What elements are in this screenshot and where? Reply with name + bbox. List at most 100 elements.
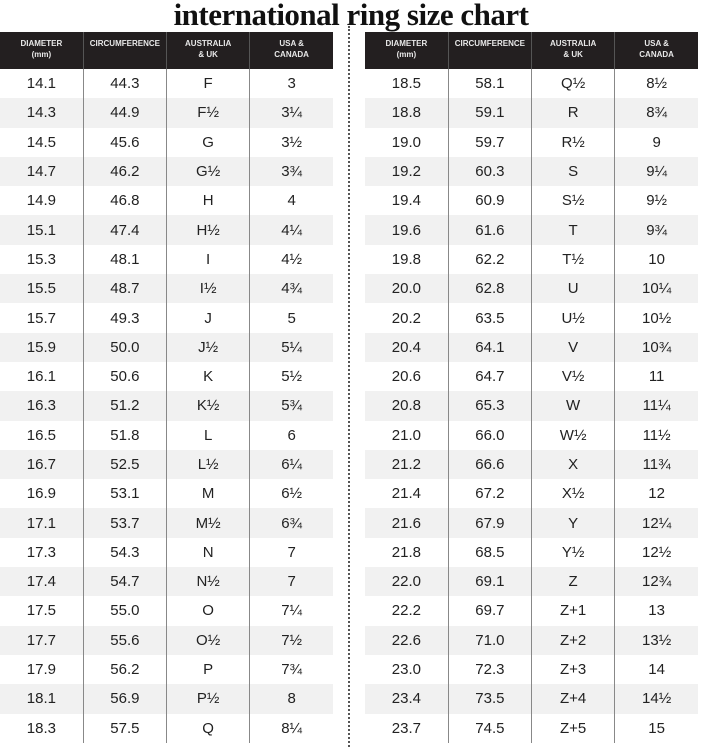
cell-australia-uk: O (165, 596, 250, 626)
cell-circumference: 59.1 (447, 98, 532, 128)
cell-diameter: 15.5 (0, 274, 84, 304)
table-row: 17.3 54.3 N 7 (0, 537, 333, 568)
cell-diameter: 15.3 (26, 250, 56, 268)
cell-circumference: 69.7 (447, 596, 532, 626)
cell-diameter: 21.8 (391, 543, 421, 561)
cell-diameter: 21.4 (391, 485, 421, 503)
cell-circumference: 64.1 (447, 332, 532, 362)
cell-usa-canada: 12 (614, 479, 698, 509)
cell-australia-uk: N (165, 537, 250, 568)
cell-circumference: 66.6 (447, 449, 532, 480)
cell-usa-canada: 14½ (614, 684, 698, 714)
cell-circumference: 47.4 (82, 215, 167, 245)
cell-australia-uk: N½ (165, 567, 250, 597)
cell-usa-canada: 3¼ (249, 98, 333, 128)
cell-usa-canada: 11¾ (614, 449, 698, 480)
cell-australia-uk: Q½ (530, 69, 615, 99)
cell-diameter: 16.3 (0, 391, 84, 421)
cell-circumference: 48.1 (82, 244, 167, 275)
cell-diameter: 20.0 (365, 274, 449, 304)
table-row: 18.8 59.1 R 8¾ (365, 98, 698, 128)
cell-australia-uk: S (530, 156, 615, 187)
cell-australia-uk: M (165, 479, 250, 509)
cell-usa-canada: 5½ (249, 361, 333, 392)
dotted-divider (348, 26, 350, 747)
cell-diameter: 14.1 (26, 75, 56, 93)
table-row: 20.2 63.5 U½ 10½ (365, 303, 698, 333)
cell-usa-canada: 6½ (249, 479, 333, 509)
cell-usa-canada: 8½ (614, 69, 698, 99)
header-line: & UK (198, 50, 218, 59)
cell-diameter: 22.6 (365, 625, 449, 655)
cell-usa-canada: 8¼ (249, 713, 333, 743)
cell-australia-uk: Z+4 (530, 684, 615, 714)
table-row: 16.5 51.8 L 6 (0, 420, 333, 450)
cell-usa-canada: 9½ (614, 186, 698, 216)
cell-usa-canada: 12¾ (614, 567, 698, 597)
cell-diameter: 16.1 (26, 368, 56, 386)
column-header-diameter: DIAMETER (mm) (0, 32, 84, 69)
cell-circumference: 60.3 (447, 156, 532, 187)
cell-circumference: 72.3 (447, 654, 532, 685)
cell-circumference: 74.5 (447, 713, 532, 743)
header-line: USA & (644, 39, 669, 48)
cell-australia-uk: M½ (165, 508, 250, 538)
cell-circumference: 66.0 (447, 420, 532, 450)
cell-circumference: 44.9 (82, 98, 167, 128)
cell-australia-uk: L (165, 420, 250, 450)
cell-australia-uk: W (530, 391, 615, 421)
column-header-circumference: CIRCUMFERENCE (447, 32, 532, 69)
cell-circumference: 56.9 (82, 684, 167, 714)
table-row: 18.3 57.5 Q 8¼ (0, 713, 333, 743)
cell-circumference: 58.1 (447, 69, 532, 99)
table-row: 14.3 44.9 F½ 3¼ (0, 98, 333, 128)
cell-usa-canada: 15 (614, 713, 698, 743)
table-row: 16.1 50.6 K 5½ (0, 361, 333, 392)
cell-australia-uk: F½ (165, 98, 250, 128)
table-row: 14.1 44.3 F 3 (0, 69, 333, 99)
cell-usa-canada: 13½ (614, 625, 698, 655)
cell-australia-uk: H (165, 186, 250, 216)
cell-usa-canada: 11 (614, 361, 698, 392)
cell-australia-uk: T (530, 215, 615, 245)
cell-diameter: 22.0 (365, 567, 449, 597)
cell-australia-uk: V (530, 332, 615, 362)
cell-diameter: 19.4 (391, 192, 421, 210)
table-row: 23.4 73.5 Z+4 14½ (365, 684, 698, 714)
cell-circumference: 53.7 (82, 508, 167, 538)
cell-diameter: 17.4 (0, 567, 84, 597)
table-row: 21.4 67.2 X½ 12 (365, 479, 698, 509)
table-header-row: DIAMETER (mm) CIRCUMFERENCE AUSTRALIA & UK US… (0, 32, 333, 69)
table-row: 17.9 56.2 P 7¾ (0, 654, 333, 685)
cell-circumference: 54.3 (82, 537, 167, 568)
cell-diameter: 15.9 (0, 332, 84, 362)
cell-australia-uk: O½ (165, 625, 250, 655)
column-header-diameter: DIAMETER (mm) (365, 32, 449, 69)
cell-diameter: 20.2 (391, 309, 421, 327)
cell-diameter: 21.6 (365, 508, 449, 538)
cell-usa-canada: 3 (249, 69, 333, 99)
cell-usa-canada: 5¾ (249, 391, 333, 421)
cell-usa-canada: 7 (249, 567, 333, 597)
table-row: 19.4 60.9 S½ 9½ (365, 186, 698, 216)
cell-diameter: 18.3 (26, 719, 56, 737)
cell-circumference: 57.5 (82, 713, 167, 743)
cell-circumference: 71.0 (447, 625, 532, 655)
cell-diameter: 20.6 (391, 368, 421, 386)
table-row: 16.7 52.5 L½ 6¼ (0, 449, 333, 480)
cell-australia-uk: P½ (165, 684, 250, 714)
cell-usa-canada: 12¼ (614, 508, 698, 538)
cell-australia-uk: Z (530, 567, 615, 597)
cell-australia-uk: Y (530, 508, 615, 538)
header-line: CIRCUMFERENCE (89, 39, 160, 48)
cell-circumference: 46.2 (82, 156, 167, 187)
table-row: 17.4 54.7 N½ 7 (0, 567, 333, 597)
header-line: DIAMETER (385, 39, 428, 48)
cell-diameter: 19.8 (391, 250, 421, 268)
cell-circumference: 52.5 (82, 449, 167, 480)
cell-usa-canada: 9¾ (614, 215, 698, 245)
cell-usa-canada: 10¾ (614, 332, 698, 362)
cell-diameter: 14.9 (26, 192, 56, 210)
ring-size-table-right: DIAMETER (mm) CIRCUMFERENCE AUSTRALIA & UK US… (365, 32, 698, 743)
cell-australia-uk: J½ (165, 332, 250, 362)
